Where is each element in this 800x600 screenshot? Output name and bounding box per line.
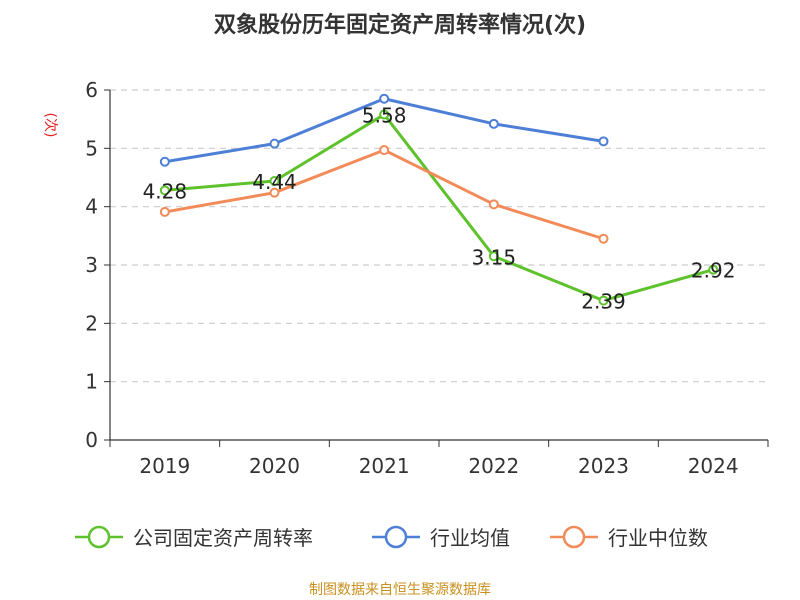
data-label: 4.28 bbox=[143, 179, 188, 203]
legend-label: 公司固定资产周转率 bbox=[133, 526, 313, 550]
data-point[interactable] bbox=[488, 251, 499, 262]
data-point[interactable] bbox=[269, 138, 280, 149]
axes: 0 1 2 3 4 5 6 2019 2020 2021 2022 2023 2024 bbox=[85, 78, 769, 478]
data-point[interactable] bbox=[598, 136, 609, 147]
data-point[interactable] bbox=[379, 145, 390, 156]
data-point[interactable] bbox=[269, 176, 280, 186]
y-tick-label: 4 bbox=[85, 195, 98, 219]
legend-label: 行业均值 bbox=[430, 526, 510, 550]
data-label: 4.44 bbox=[252, 170, 297, 194]
x-tick-label: 2024 bbox=[688, 454, 739, 478]
x-tick-label: 2022 bbox=[468, 454, 519, 478]
data-point[interactable] bbox=[488, 199, 499, 210]
data-point[interactable] bbox=[159, 185, 170, 196]
x-tick-label: 2020 bbox=[249, 454, 300, 478]
data-labels: 4.28 4.44 5.58 3.15 2.39 2.92 bbox=[143, 104, 736, 314]
y-tick-label: 2 bbox=[85, 311, 98, 335]
y-axis-label: (次) bbox=[42, 113, 58, 138]
data-label: 3.15 bbox=[472, 245, 517, 269]
data-point[interactable] bbox=[379, 93, 390, 104]
data-point[interactable] bbox=[488, 118, 499, 129]
y-tick-label: 5 bbox=[85, 136, 98, 160]
legend-marker bbox=[87, 525, 111, 549]
y-tick-label: 1 bbox=[85, 370, 98, 394]
data-label: 2.39 bbox=[581, 290, 626, 314]
x-tick-label: 2023 bbox=[578, 454, 629, 478]
data-point[interactable] bbox=[379, 109, 390, 120]
series-line-2 bbox=[164, 148, 604, 241]
legend-item-2[interactable]: 行业中位数 bbox=[550, 525, 708, 550]
x-tick-label: 2021 bbox=[359, 454, 410, 478]
y-tick-label: 3 bbox=[85, 253, 98, 277]
data-point[interactable] bbox=[598, 233, 609, 244]
legend-item-0[interactable]: 公司固定资产周转率 bbox=[75, 525, 313, 550]
data-point[interactable] bbox=[598, 295, 609, 306]
series-lines bbox=[159, 93, 719, 306]
legend-label: 行业中位数 bbox=[608, 526, 708, 550]
grid-lines bbox=[110, 89, 768, 383]
data-point[interactable] bbox=[708, 264, 719, 275]
chart-title: 双象股份历年固定资产周转率情况(次) bbox=[214, 12, 586, 38]
y-tick-label: 0 bbox=[85, 428, 98, 452]
series-line-0 bbox=[164, 113, 714, 303]
legend-item-1[interactable]: 行业均值 bbox=[372, 525, 510, 550]
source-note: 制图数据来自恒生聚源数据库 bbox=[309, 582, 491, 598]
legend-marker bbox=[384, 525, 408, 549]
legend-marker bbox=[562, 525, 586, 549]
x-tick-label: 2019 bbox=[139, 454, 190, 478]
data-point[interactable] bbox=[159, 156, 170, 167]
y-tick-label: 6 bbox=[85, 78, 98, 102]
legend[interactable]: 公司固定资产周转率 行业均值 行业中位数 bbox=[75, 525, 708, 550]
data-label: 2.92 bbox=[691, 259, 736, 283]
data-point[interactable] bbox=[159, 206, 170, 217]
data-label: 5.58 bbox=[362, 104, 407, 128]
data-point[interactable] bbox=[269, 187, 280, 198]
